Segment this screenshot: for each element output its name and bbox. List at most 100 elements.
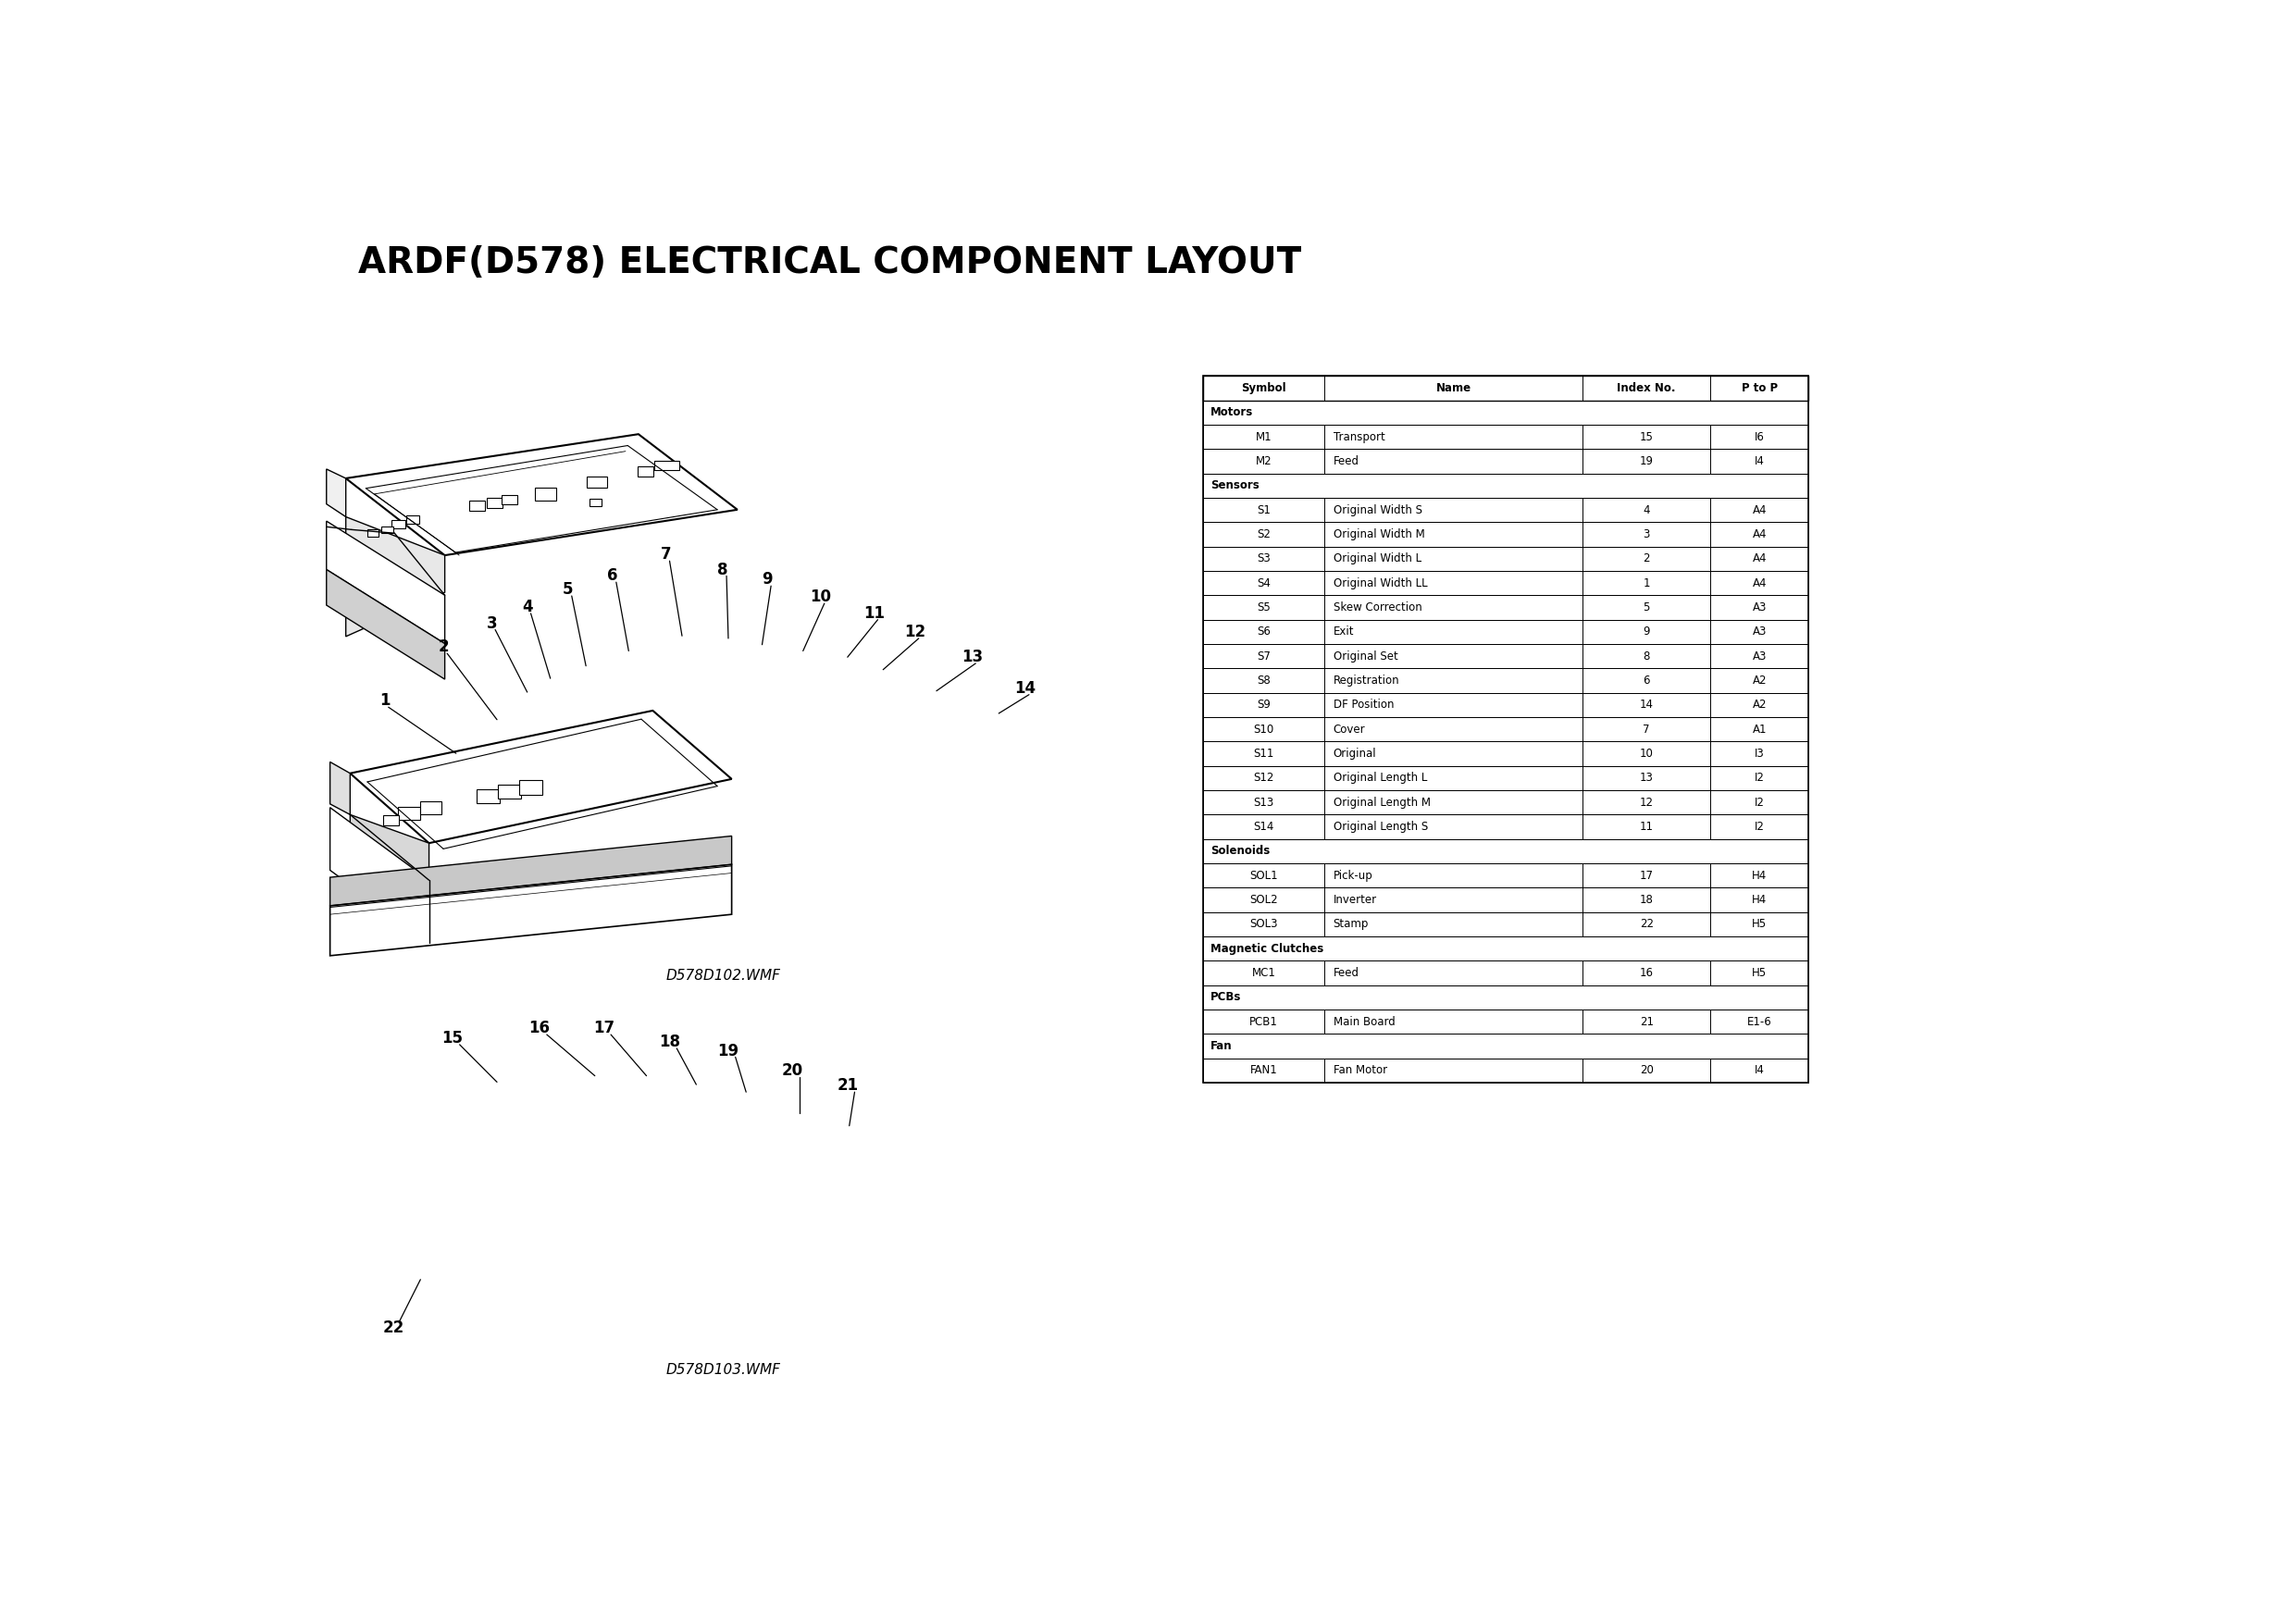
Text: 2: 2	[1644, 553, 1651, 565]
Text: Feed: Feed	[1334, 454, 1359, 467]
Text: Original Length M: Original Length M	[1334, 797, 1430, 808]
Bar	[519, 781, 542, 795]
Bar	[1203, 936, 1809, 961]
Text: S6: S6	[1256, 626, 1270, 638]
Bar	[468, 500, 484, 510]
Text: 7: 7	[661, 547, 670, 563]
Text: Original Length S: Original Length S	[1334, 821, 1428, 833]
Text: Original Width M: Original Width M	[1334, 529, 1426, 540]
Text: 16: 16	[1639, 967, 1653, 979]
Text: S3: S3	[1258, 553, 1270, 565]
Bar	[406, 516, 418, 524]
Polygon shape	[326, 521, 445, 644]
Bar	[588, 476, 606, 487]
Text: H4: H4	[1752, 870, 1768, 881]
Text: A4: A4	[1752, 505, 1766, 516]
Text: S8: S8	[1258, 675, 1270, 687]
Text: 19: 19	[719, 1042, 739, 1060]
Bar	[1203, 766, 1809, 790]
Text: A2: A2	[1752, 700, 1766, 711]
Bar	[1203, 1010, 1809, 1034]
Bar	[1203, 425, 1809, 450]
Text: A3: A3	[1752, 626, 1766, 638]
Text: Sensors: Sensors	[1210, 480, 1258, 492]
Text: 10: 10	[810, 589, 831, 605]
Text: 9: 9	[1644, 626, 1651, 638]
Bar	[1203, 839, 1809, 863]
Text: 14: 14	[1639, 700, 1653, 711]
Text: PCBs: PCBs	[1210, 992, 1242, 1003]
Text: 20: 20	[781, 1063, 804, 1079]
Text: 21: 21	[836, 1078, 859, 1094]
Text: A4: A4	[1752, 578, 1766, 589]
Bar	[367, 529, 379, 537]
Text: 3: 3	[487, 615, 496, 631]
Polygon shape	[331, 836, 732, 906]
Bar	[381, 526, 393, 534]
Bar	[383, 815, 400, 826]
Text: Stamp: Stamp	[1334, 919, 1368, 930]
Bar	[1203, 644, 1809, 669]
Bar	[1203, 693, 1809, 717]
Polygon shape	[349, 711, 732, 842]
Text: 13: 13	[962, 649, 983, 665]
Text: S11: S11	[1254, 748, 1274, 760]
Text: Original Width LL: Original Width LL	[1334, 578, 1428, 589]
Text: SOL3: SOL3	[1249, 919, 1279, 930]
Text: M1: M1	[1256, 430, 1272, 443]
Text: 22: 22	[383, 1319, 404, 1337]
Text: Original: Original	[1334, 748, 1375, 760]
Text: M2: M2	[1256, 454, 1272, 467]
Text: S4: S4	[1256, 578, 1270, 589]
Text: A3: A3	[1752, 651, 1766, 662]
Text: Exit: Exit	[1334, 626, 1355, 638]
Text: 9: 9	[762, 571, 774, 588]
Text: S13: S13	[1254, 797, 1274, 808]
Bar	[1203, 863, 1809, 888]
Text: S5: S5	[1258, 602, 1270, 613]
Text: 10: 10	[1639, 748, 1653, 760]
Bar	[1203, 717, 1809, 742]
Text: Index No.: Index No.	[1616, 381, 1676, 394]
Text: Inverter: Inverter	[1334, 894, 1378, 906]
Bar	[1203, 742, 1809, 766]
Bar	[420, 802, 441, 813]
Text: 11: 11	[1639, 821, 1653, 833]
Text: I2: I2	[1754, 797, 1766, 808]
Text: Main Board: Main Board	[1334, 1016, 1396, 1027]
Text: 5: 5	[563, 581, 574, 597]
Text: Name: Name	[1435, 381, 1472, 394]
Bar	[1203, 377, 1809, 1083]
Text: 1: 1	[379, 693, 390, 709]
Polygon shape	[349, 815, 429, 878]
Text: 14: 14	[1015, 680, 1035, 696]
Text: DF Position: DF Position	[1334, 700, 1394, 711]
Text: Original Set: Original Set	[1334, 651, 1398, 662]
Text: 19: 19	[1639, 454, 1653, 467]
Bar	[1203, 523, 1809, 547]
Bar	[590, 498, 602, 506]
Text: 17: 17	[592, 1019, 615, 1037]
Bar	[1203, 1058, 1809, 1083]
Text: H4: H4	[1752, 894, 1768, 906]
Text: Skew Correction: Skew Correction	[1334, 602, 1421, 613]
Text: A4: A4	[1752, 553, 1766, 565]
Text: 21: 21	[1639, 1016, 1653, 1027]
Text: A4: A4	[1752, 529, 1766, 540]
Text: SOL2: SOL2	[1249, 894, 1279, 906]
Text: I4: I4	[1754, 1065, 1766, 1076]
Text: I2: I2	[1754, 773, 1766, 784]
Text: Transport: Transport	[1334, 430, 1384, 443]
Bar	[1203, 961, 1809, 985]
Text: H5: H5	[1752, 919, 1768, 930]
Text: 13: 13	[1639, 773, 1653, 784]
Bar	[1203, 498, 1809, 523]
Text: 20: 20	[1639, 1065, 1653, 1076]
Bar	[1203, 669, 1809, 693]
Bar	[397, 807, 420, 820]
Text: 22: 22	[1639, 919, 1653, 930]
Bar	[1203, 888, 1809, 912]
Polygon shape	[326, 469, 347, 516]
Bar	[1203, 985, 1809, 1010]
Text: S1: S1	[1256, 505, 1270, 516]
